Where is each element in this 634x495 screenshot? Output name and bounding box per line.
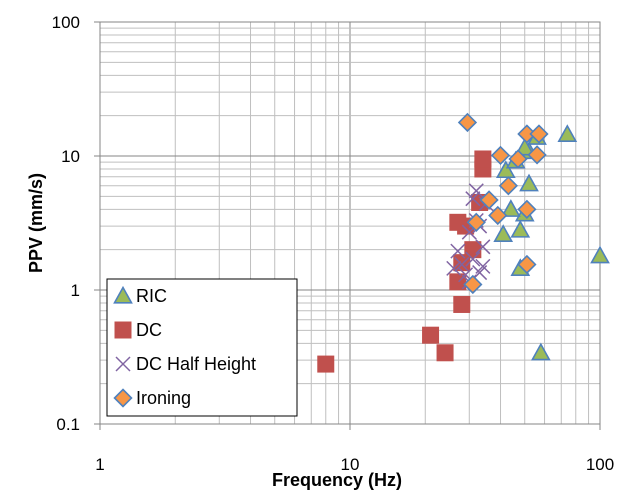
dc-point	[453, 254, 471, 272]
dc-half-height-point	[465, 191, 481, 207]
y-tick-label: 100	[52, 13, 80, 32]
ironing-point	[479, 190, 499, 210]
y-tick-label: 0.1	[56, 415, 80, 434]
x-tick-label: 100	[586, 455, 614, 474]
ironing-point	[527, 145, 547, 165]
ironing-point	[463, 274, 483, 295]
legend-marker-dc-half-height	[115, 356, 131, 372]
y-axis-title: PPV (mm/s)	[26, 173, 46, 273]
y-tick-labels: 100 10 1 0.1	[52, 13, 80, 434]
x-tick-label: 10	[341, 455, 360, 474]
ric-point	[493, 224, 514, 242]
ironing-point	[508, 149, 528, 169]
dc-point	[436, 344, 454, 362]
dc-half-height-point	[454, 256, 470, 273]
legend-label-dc-half-height: DC Half Height	[136, 354, 256, 374]
dc-half-height-point	[465, 251, 481, 267]
ric-point	[495, 160, 516, 179]
ironing-point	[488, 205, 508, 226]
ric-point	[514, 137, 535, 156]
dc-half-height-point	[475, 258, 491, 274]
legend-box	[106, 278, 298, 417]
ironing-point	[490, 145, 511, 166]
ironing-point	[498, 176, 518, 196]
y-tick-label: 1	[71, 281, 80, 300]
x-axis-title: Frequency (Hz)	[272, 470, 402, 490]
x-tick-label: 1	[95, 455, 104, 474]
dc-half-height-point	[450, 243, 466, 259]
legend-marker-dc	[114, 321, 132, 339]
x-tick-labels: 1 10 100	[95, 455, 614, 474]
ric-point	[590, 245, 610, 264]
ironing-point	[517, 254, 537, 275]
ironing-point	[517, 199, 537, 219]
y-tick-label: 10	[61, 147, 80, 166]
dc-half-height-point	[446, 260, 462, 276]
ric-point	[510, 219, 531, 238]
ric-point	[557, 124, 578, 142]
legend: RIC DC DC Half Height Ironing	[106, 278, 298, 417]
legend-marker-ric	[113, 285, 133, 304]
ric-point	[519, 173, 539, 192]
dc-point	[449, 213, 467, 231]
legend-label-dc: DC	[136, 320, 162, 340]
ironing-point	[457, 112, 478, 133]
data-points	[317, 112, 610, 373]
legend-label-ironing: Ironing	[136, 388, 191, 408]
legend-marker-ironing	[113, 388, 133, 408]
ric-point	[501, 199, 521, 217]
legend-label-ric: RIC	[136, 286, 167, 306]
dc-point	[422, 326, 440, 344]
ironing-point	[466, 212, 486, 232]
legend-markers	[113, 285, 133, 408]
ric-point	[530, 342, 551, 361]
dc-half-height-point	[475, 239, 491, 255]
dc-point	[317, 355, 335, 373]
ironing-point	[529, 124, 549, 144]
plot-border	[99, 21, 601, 425]
dc-point	[474, 150, 492, 168]
dc-point	[453, 295, 471, 313]
dc-half-height-point	[468, 183, 484, 199]
